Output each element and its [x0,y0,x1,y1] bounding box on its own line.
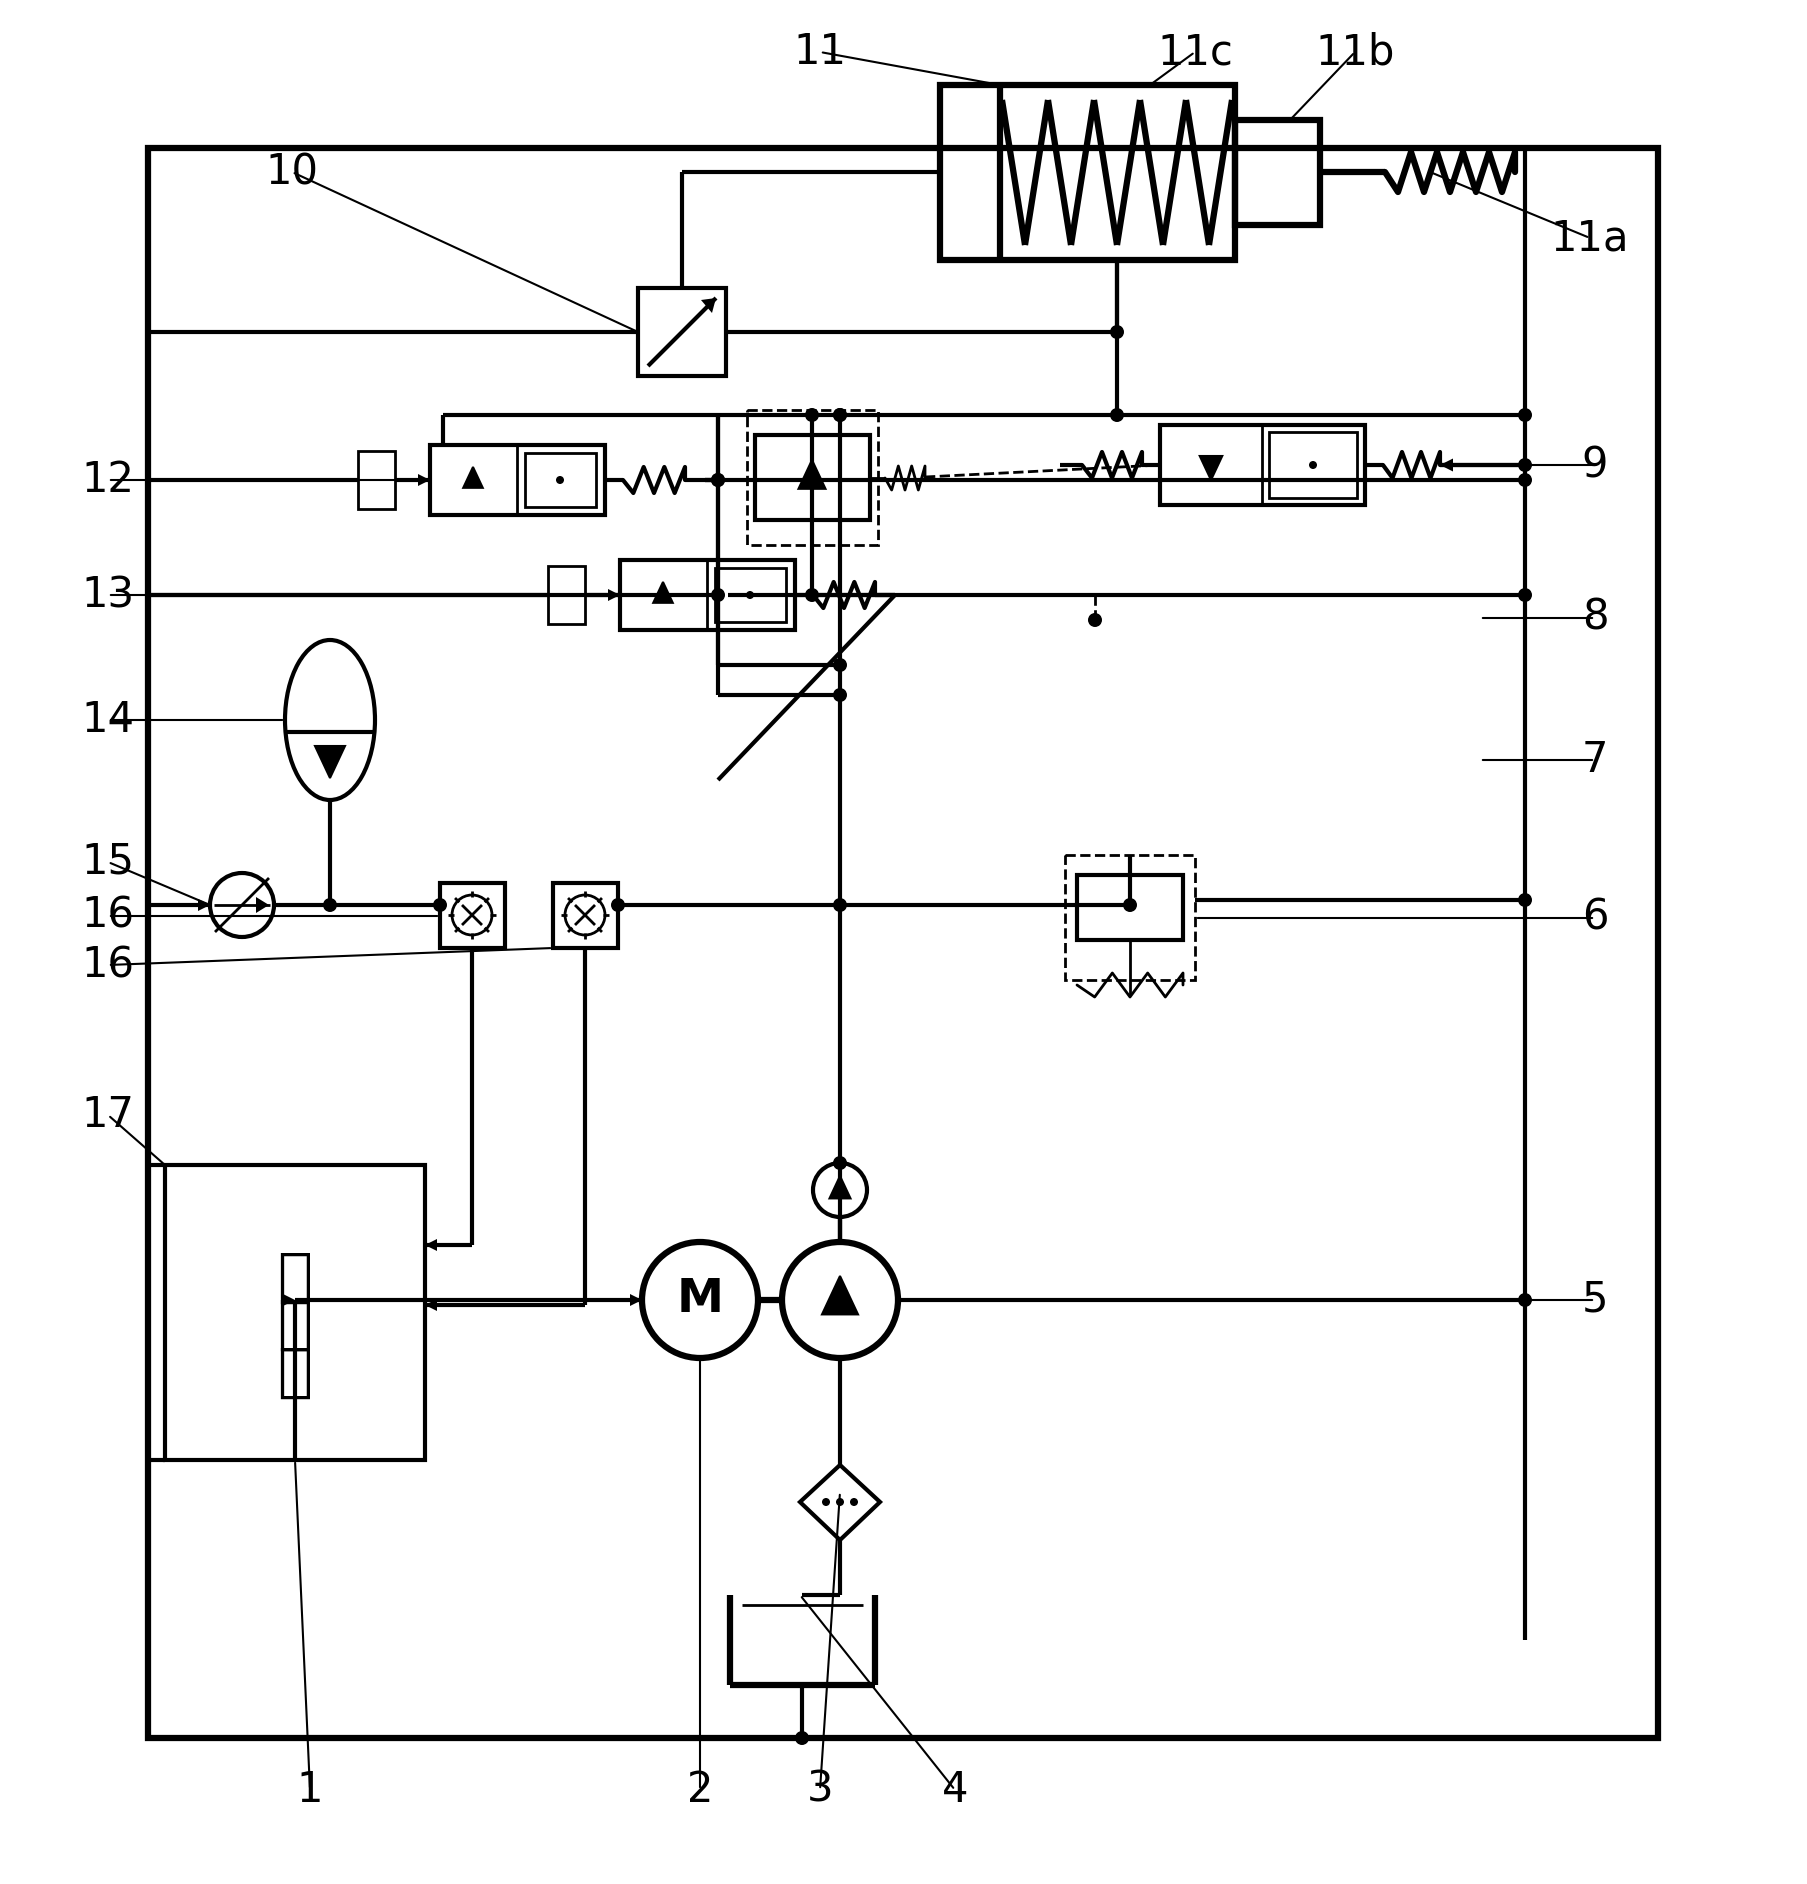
Circle shape [710,473,725,486]
Text: 2: 2 [687,1769,712,1811]
Bar [1077,874,1182,940]
Polygon shape [607,590,620,601]
Circle shape [746,592,754,599]
Bar [1269,431,1357,497]
Bar [940,85,1234,260]
Polygon shape [799,460,826,488]
Polygon shape [629,1294,641,1306]
Circle shape [710,588,725,603]
Bar [439,884,504,948]
Text: 11: 11 [793,30,846,73]
Bar [148,149,1657,1739]
Text: 1: 1 [296,1769,323,1811]
Polygon shape [199,899,210,912]
Bar [524,452,596,507]
Polygon shape [425,1240,437,1251]
Bar [1160,426,1364,505]
Bar [358,450,394,509]
Circle shape [804,588,819,603]
Text: 控: 控 [276,1249,313,1306]
Circle shape [1518,409,1531,422]
Text: 16: 16 [81,944,134,985]
Polygon shape [1200,456,1222,480]
Text: 10: 10 [266,151,318,192]
Text: 7: 7 [1581,739,1606,782]
Text: 12: 12 [81,460,134,501]
Circle shape [833,409,846,422]
Circle shape [1109,409,1124,422]
Polygon shape [284,1294,295,1306]
Polygon shape [417,475,430,486]
Circle shape [833,658,846,673]
Circle shape [849,1498,858,1505]
Circle shape [1088,612,1102,627]
Text: 13: 13 [81,575,134,616]
Polygon shape [463,467,482,488]
Circle shape [833,1157,846,1170]
Text: 17: 17 [81,1095,134,1136]
Circle shape [1109,326,1124,339]
Text: 4: 4 [941,1769,969,1811]
Circle shape [833,899,846,912]
Bar [548,565,585,624]
Circle shape [432,899,446,912]
Text: 9: 9 [1581,445,1606,486]
Bar [714,567,786,622]
Polygon shape [829,1176,849,1198]
Circle shape [795,1731,808,1745]
Circle shape [1308,462,1315,469]
Bar [620,560,795,629]
Circle shape [323,899,336,912]
Circle shape [557,477,564,484]
Text: 8: 8 [1581,597,1608,639]
Polygon shape [701,298,716,313]
Text: 5: 5 [1581,1279,1608,1321]
Text: 14: 14 [81,699,134,740]
Text: 15: 15 [81,840,134,884]
Circle shape [1518,458,1531,473]
Text: 6: 6 [1581,897,1608,938]
Text: 11a: 11a [1550,217,1628,258]
Bar [553,884,618,948]
Circle shape [710,473,725,486]
Circle shape [1518,588,1531,603]
Text: 11c: 11c [1156,30,1232,73]
Text: 16: 16 [81,895,134,936]
Polygon shape [257,897,269,914]
Circle shape [1122,899,1137,912]
Bar [755,435,869,520]
Polygon shape [822,1275,858,1315]
Circle shape [1518,893,1531,906]
Circle shape [833,409,846,422]
Polygon shape [425,1298,437,1311]
Circle shape [1518,1292,1531,1307]
Bar [638,288,726,377]
Bar [164,1164,425,1460]
Bar [1234,121,1319,224]
Text: 3: 3 [806,1769,833,1811]
Polygon shape [652,582,672,603]
Circle shape [1518,473,1531,486]
Bar [1064,855,1194,980]
Circle shape [835,1498,844,1505]
Bar [746,411,878,544]
Polygon shape [314,746,345,778]
Circle shape [833,688,846,703]
Text: 制: 制 [276,1296,313,1353]
Text: 11b: 11b [1314,30,1393,73]
Text: 器: 器 [276,1343,313,1400]
Circle shape [804,409,819,422]
Circle shape [822,1498,829,1505]
Bar [430,445,605,514]
Polygon shape [1438,458,1453,471]
Text: M: M [676,1277,723,1323]
Circle shape [611,899,625,912]
